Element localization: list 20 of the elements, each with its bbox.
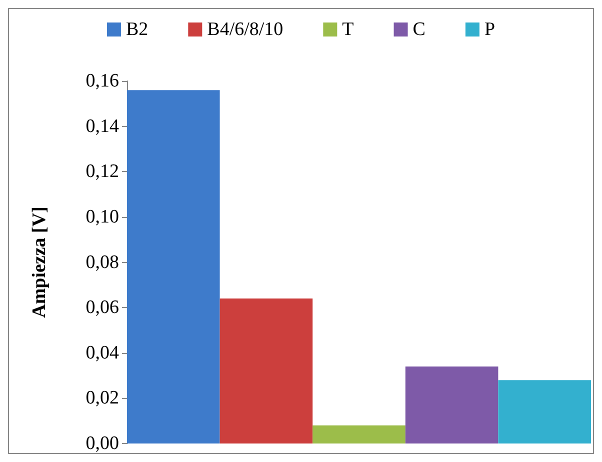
y-tick-label: 0,12 — [86, 161, 119, 182]
y-tick-label: 0,02 — [86, 388, 119, 409]
bar — [220, 298, 313, 444]
y-tick-label: 0,00 — [86, 433, 119, 454]
y-tick-label: 0,06 — [86, 297, 119, 318]
legend-label: T — [342, 19, 354, 40]
bar — [127, 90, 220, 444]
legend-label: B4/6/8/10 — [207, 19, 284, 40]
legend-label: B2 — [126, 19, 148, 40]
bar — [312, 425, 406, 444]
y-tick-label: 0,16 — [86, 70, 119, 92]
y-axis-title: Ampiezza [V] — [29, 206, 50, 318]
bar — [498, 380, 591, 444]
legend-label: C — [412, 19, 426, 40]
y-tick-label: 0,14 — [86, 116, 120, 137]
y-tick-label: 0,10 — [86, 206, 119, 228]
y-tick-label: 0,04 — [86, 342, 120, 364]
legend-label: P — [484, 19, 496, 40]
bar — [405, 366, 498, 444]
y-tick-label: 0,08 — [86, 252, 119, 273]
